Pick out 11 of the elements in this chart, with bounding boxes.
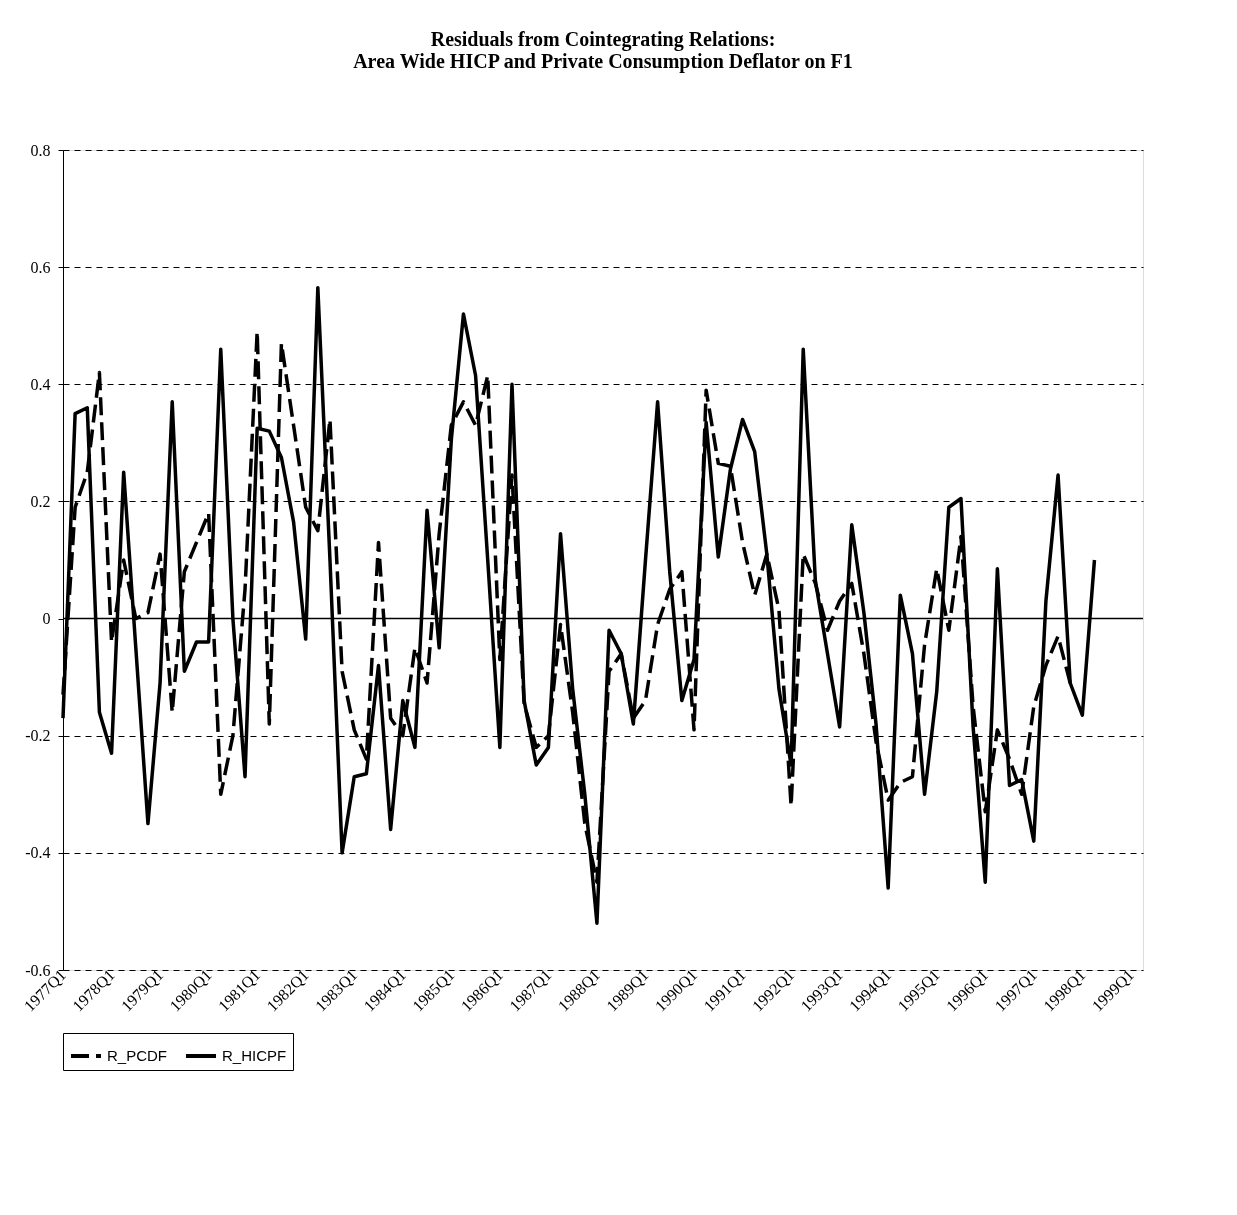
y-tick-label: 0.4 xyxy=(30,375,51,393)
y-tick-label: 0 xyxy=(42,610,51,628)
y-tick-label: 0.6 xyxy=(30,258,51,276)
y-tick-label: 0.8 xyxy=(30,141,51,159)
y-tick-label: -0.4 xyxy=(25,844,51,862)
y-tick-label: 0.2 xyxy=(30,492,51,510)
text: Area Wide HICP and Private Consumption Deflator on F1 xyxy=(353,50,853,72)
legend-label: R_HICPF xyxy=(222,1047,287,1064)
legend-label: R_PCDF xyxy=(107,1047,168,1064)
y-tick-label: -0.2 xyxy=(25,727,51,745)
text: Residuals from Cointegrating Relations: xyxy=(430,28,776,50)
